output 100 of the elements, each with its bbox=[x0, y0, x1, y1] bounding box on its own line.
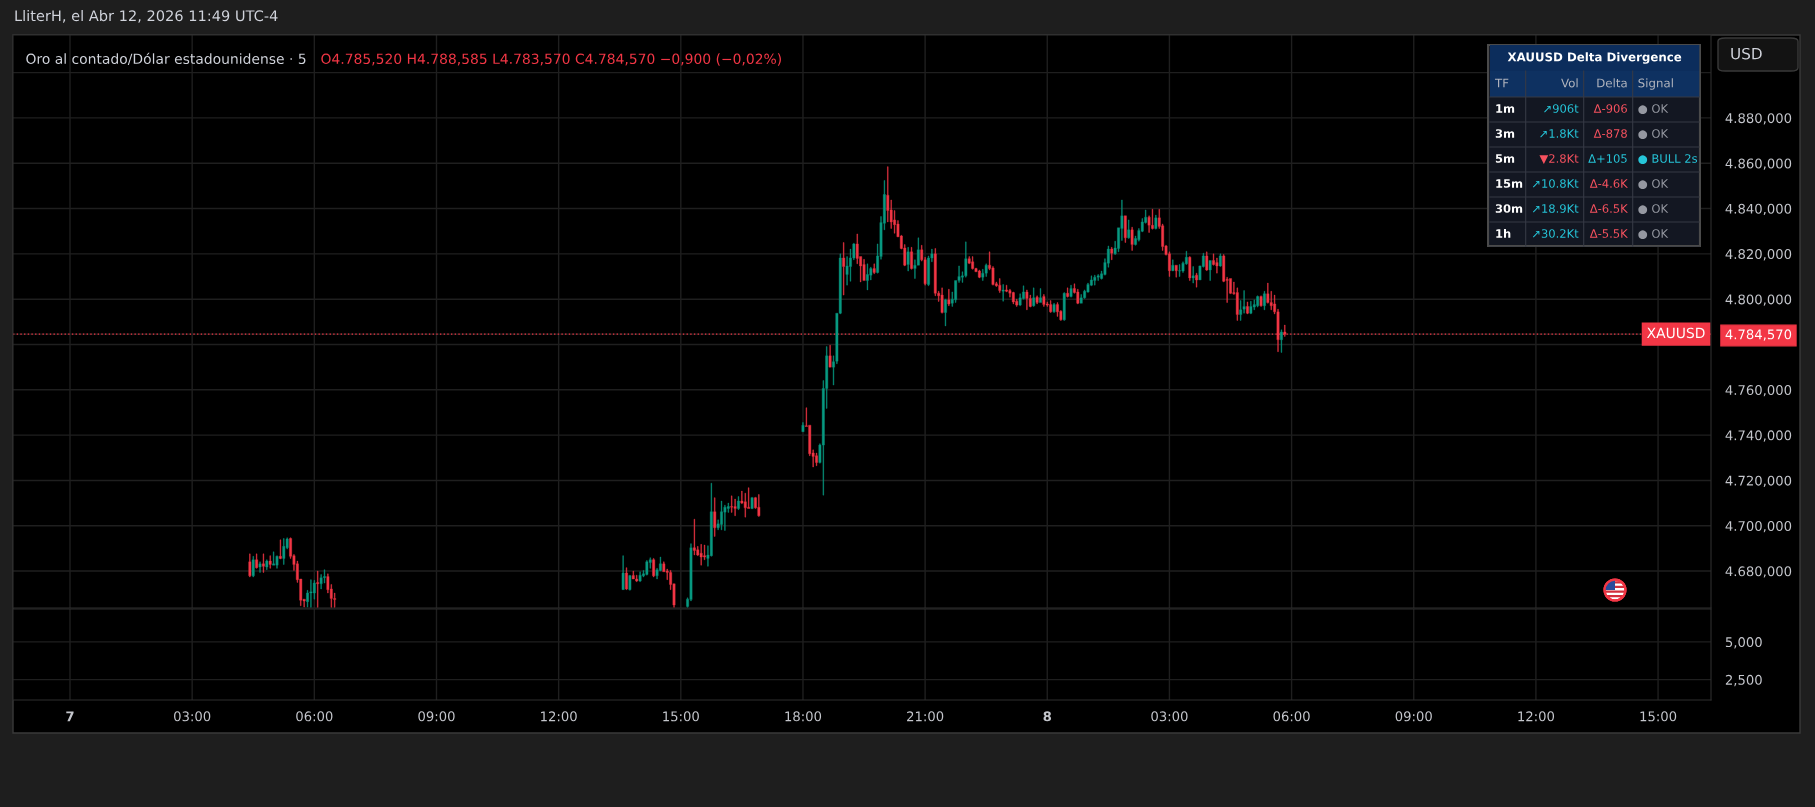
x-tick-label: 18:00 bbox=[785, 711, 822, 722]
annotation: 3m bbox=[1495, 129, 1515, 138]
candlestick bbox=[1188, 256, 1192, 281]
y-tick-label: 4.800,000 bbox=[1725, 294, 1792, 306]
candlestick bbox=[1246, 301, 1249, 315]
candlestick bbox=[1218, 253, 1222, 267]
candlestick bbox=[248, 553, 252, 578]
candlestick bbox=[1025, 289, 1029, 311]
candlestick bbox=[1259, 295, 1263, 307]
x-tick-label: 03:00 bbox=[1151, 711, 1188, 722]
candlestick bbox=[1039, 288, 1042, 303]
candlestick bbox=[828, 344, 832, 368]
candlestick bbox=[645, 560, 649, 576]
candlestick bbox=[1093, 274, 1097, 286]
x-tick-label: 12:00 bbox=[1518, 711, 1555, 722]
candlestick bbox=[265, 559, 269, 570]
candlestick bbox=[1032, 287, 1036, 307]
candlestick bbox=[944, 298, 947, 327]
candlestick bbox=[268, 555, 272, 569]
x-tick-label: 8 bbox=[1043, 711, 1052, 722]
x-tick-label: 06:00 bbox=[1273, 711, 1310, 722]
candlestick bbox=[1154, 214, 1158, 230]
candlestick bbox=[625, 567, 628, 590]
candlestick bbox=[801, 422, 805, 432]
x-tick-label: 12:00 bbox=[541, 711, 577, 722]
candlestick bbox=[1049, 300, 1053, 313]
candlestick bbox=[1062, 292, 1066, 321]
annotation: Δ-906 bbox=[1593, 104, 1627, 113]
text: Oro al contado/Dólar estadounidense · 5 bbox=[26, 52, 306, 66]
annotation: Δ+105 bbox=[1588, 154, 1627, 163]
x-tick-label: 21:00 bbox=[907, 711, 944, 722]
annotation: Δ-878 bbox=[1593, 129, 1627, 138]
y-tick-label: 4.760,000 bbox=[1725, 385, 1792, 397]
annotation: ▼2.8Kt bbox=[1539, 154, 1579, 165]
candlestick bbox=[723, 504, 727, 531]
candlestick bbox=[258, 561, 262, 573]
candlestick bbox=[750, 497, 754, 510]
annotation: ↗30.2Kt bbox=[1532, 229, 1579, 238]
annotation: 15m bbox=[1496, 179, 1523, 188]
candlestick bbox=[1195, 272, 1198, 288]
candlestick bbox=[1208, 260, 1212, 281]
annotation: 5m bbox=[1495, 154, 1515, 163]
candlestick bbox=[713, 497, 717, 537]
annotation: ● OK bbox=[1638, 129, 1669, 140]
annotation: Δ-5.5K bbox=[1589, 229, 1628, 238]
x-tick-label: 15:00 bbox=[663, 711, 699, 722]
annotation: ● BULL 2s bbox=[1638, 154, 1698, 165]
candlestick bbox=[737, 496, 740, 510]
candlestick bbox=[1215, 257, 1219, 274]
candlestick bbox=[255, 553, 258, 569]
y-tick-label: 4.740,000 bbox=[1725, 430, 1792, 442]
ref-line-label: XAUUSD bbox=[1647, 327, 1705, 339]
candlestick bbox=[1252, 299, 1256, 311]
candlestick bbox=[693, 518, 696, 556]
candlestick bbox=[1110, 247, 1114, 260]
candlestick bbox=[635, 574, 639, 582]
candlestick bbox=[1052, 303, 1056, 313]
annotation: ↗18.9Kt bbox=[1532, 204, 1579, 213]
y-axis-title: USD bbox=[1731, 47, 1762, 60]
candlestick bbox=[262, 553, 265, 573]
annotation: ● OK bbox=[1638, 104, 1669, 115]
candlestick bbox=[998, 278, 1002, 293]
candlestick bbox=[1178, 264, 1181, 277]
annotation: 30m bbox=[1495, 204, 1523, 213]
annotation: 1h bbox=[1496, 228, 1511, 238]
candlestick bbox=[652, 558, 655, 578]
y-tick-label: 4.784,570 bbox=[1725, 329, 1792, 341]
candlestick bbox=[940, 287, 944, 314]
candlestick bbox=[1056, 302, 1059, 317]
candlestick bbox=[866, 263, 869, 291]
text: XAUUSD Delta Divergence bbox=[1507, 52, 1682, 64]
category-label: Vol bbox=[1561, 78, 1578, 88]
candlestick bbox=[910, 247, 913, 270]
category-label: Delta bbox=[1597, 78, 1627, 88]
y-tick-label: 4.720,000 bbox=[1725, 475, 1792, 487]
candlestick bbox=[1256, 295, 1260, 308]
annotation: Δ-6.5K bbox=[1589, 204, 1628, 213]
candlestick bbox=[906, 247, 910, 272]
text: O4.785,520 H4.788,585 L4.783,570 C4.784,570 −0,900 (−0,02%) bbox=[321, 53, 781, 66]
candlestick bbox=[309, 579, 313, 608]
candlestick bbox=[842, 242, 846, 296]
candlestick bbox=[699, 544, 703, 566]
candlestick bbox=[872, 263, 876, 275]
candlestick bbox=[1042, 294, 1046, 307]
y-tick-label: 5,000 bbox=[1725, 637, 1762, 649]
y-tick-label: 4.700,000 bbox=[1725, 520, 1792, 533]
text: LliterH, el Abr 12, 2026 11:49 UTC-4 bbox=[15, 9, 278, 23]
candlestick bbox=[1069, 284, 1073, 298]
candlestick bbox=[733, 498, 737, 516]
candlestick bbox=[628, 574, 632, 591]
annotation: ↗1.8Kt bbox=[1540, 129, 1579, 138]
y-tick-label: 4.680,000 bbox=[1725, 566, 1792, 578]
candlestick bbox=[971, 256, 974, 270]
annotation: ● OK bbox=[1638, 229, 1669, 240]
y-tick-label: 4.820,000 bbox=[1725, 249, 1792, 261]
candlestick bbox=[978, 269, 981, 279]
candlestick bbox=[1263, 291, 1266, 311]
candlestick bbox=[279, 539, 282, 560]
candlestick bbox=[1035, 295, 1039, 305]
candlestick bbox=[1151, 209, 1154, 230]
